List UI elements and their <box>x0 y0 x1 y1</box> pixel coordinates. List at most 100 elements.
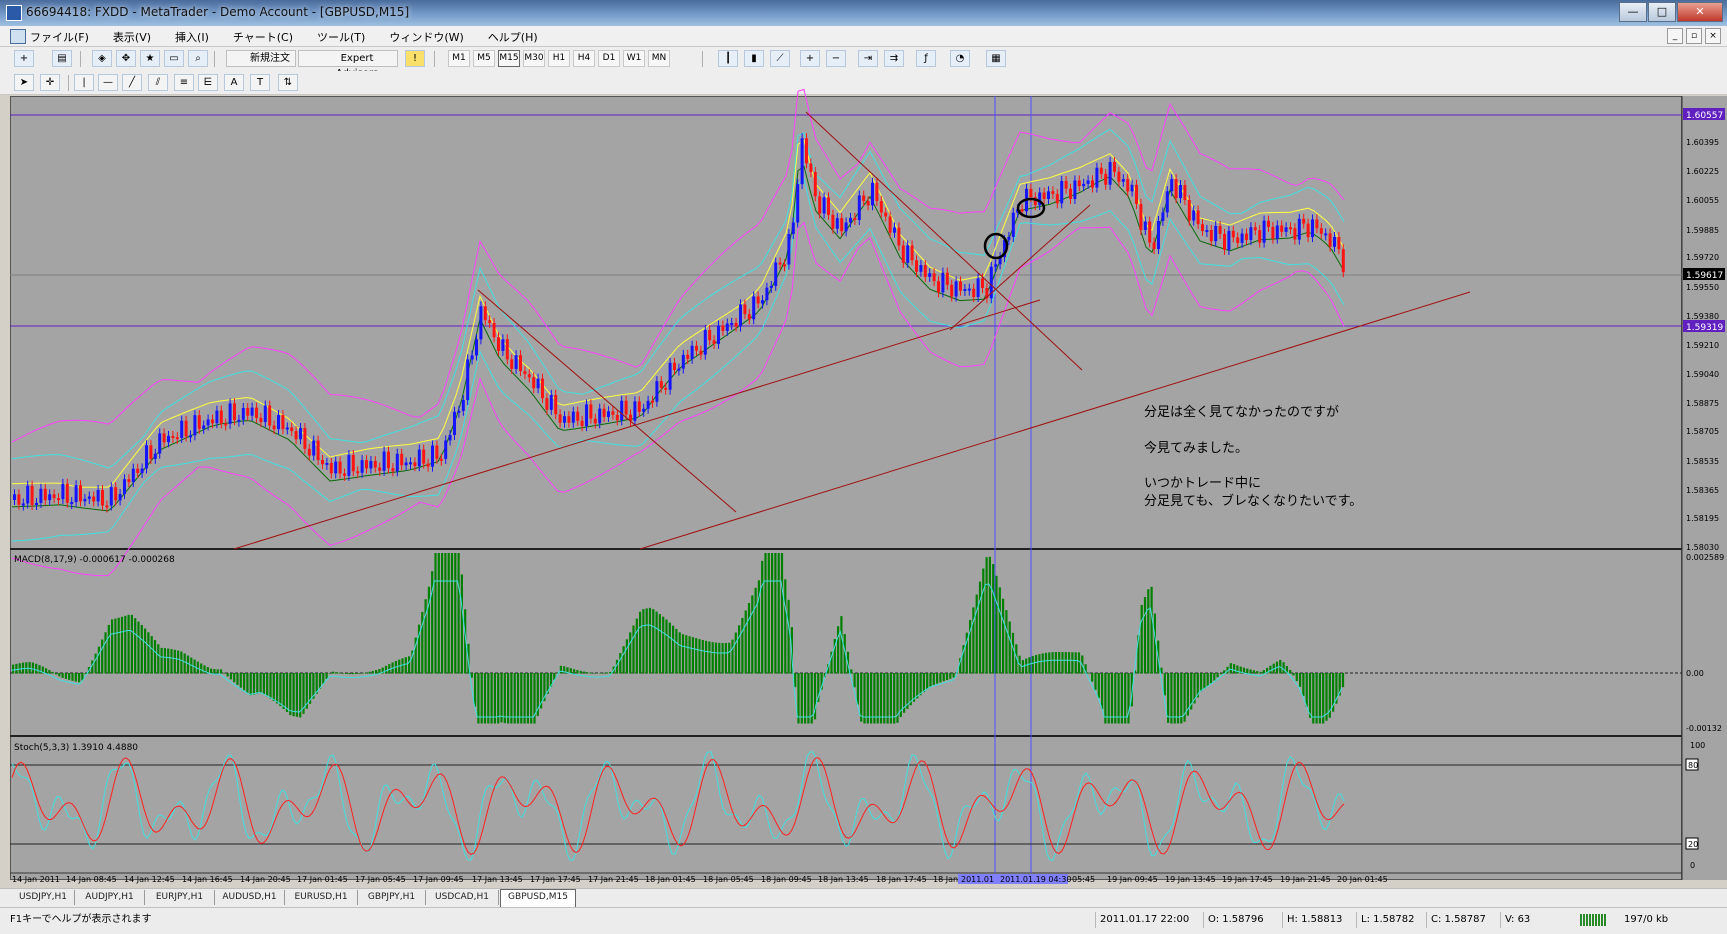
tf-h1-button[interactable]: H1 <box>548 50 570 67</box>
candle-body <box>1209 229 1213 242</box>
trendline-5[interactable] <box>949 204 1091 331</box>
annotation-line-1[interactable]: 分足は全く見てなかったのですが <box>1144 404 1339 420</box>
maximize-button[interactable]: □ <box>1648 2 1676 22</box>
data-window-icon[interactable]: ✥ <box>116 50 136 67</box>
crosshair-icon[interactable]: ✛ <box>40 74 60 91</box>
candle-body <box>1113 162 1116 172</box>
time-axis-label: 2011.01.19 04:30 <box>1000 875 1071 884</box>
annotation-line-2[interactable]: 今見てみました。 <box>1144 440 1248 456</box>
macd-bar <box>107 624 110 674</box>
terminal-icon[interactable]: ▭ <box>164 50 184 67</box>
line-chart-icon[interactable]: ⟋ <box>770 50 790 67</box>
cursor-icon[interactable]: ➤ <box>14 74 34 91</box>
macd-bar <box>549 673 553 687</box>
alert-icon[interactable]: ! <box>405 50 425 67</box>
candle-body <box>21 503 25 506</box>
menu-file[interactable]: ファイル(F) <box>30 31 89 44</box>
market-watch-icon[interactable]: ◈ <box>92 50 112 67</box>
tf-m15-button[interactable]: M15 <box>498 50 520 67</box>
tf-w1-button[interactable]: W1 <box>623 50 645 67</box>
autoscroll-icon[interactable]: ⇉ <box>884 50 904 67</box>
zoom-out-icon[interactable]: − <box>826 50 846 67</box>
macd-bar <box>1226 666 1229 674</box>
tab-gbpjpy[interactable]: GBPJPY,H1 <box>358 890 426 905</box>
candlestick-icon[interactable]: ▮ <box>744 50 764 67</box>
menu-window[interactable]: ウィンドウ(W) <box>389 31 464 44</box>
text-label-icon[interactable]: T <box>250 74 270 91</box>
trendline-2[interactable] <box>639 291 1471 550</box>
zoom-in-icon[interactable]: + <box>800 50 820 67</box>
macd-bar <box>962 645 965 674</box>
arrows-icon[interactable]: ⇅ <box>278 74 298 91</box>
minimize-button[interactable]: — <box>1619 2 1647 22</box>
tab-audjpy[interactable]: AUDJPY,H1 <box>75 890 145 905</box>
tab-audusd[interactable]: AUDUSD,H1 <box>215 890 285 905</box>
horizontal-line-icon[interactable]: — <box>98 74 118 91</box>
candle-body <box>378 467 382 471</box>
fibo-fan-icon[interactable]: ⋿ <box>198 74 218 91</box>
new-order-button[interactable]: 新規注文 <box>226 50 296 67</box>
profiles-icon[interactable]: ▤ <box>52 50 72 67</box>
trendline-4[interactable] <box>805 111 1083 371</box>
annotation-line-3[interactable]: いつかトレード中に <box>1144 476 1261 491</box>
candle-body <box>985 288 989 299</box>
trendline-3[interactable] <box>477 289 737 513</box>
tab-usdjpy[interactable]: USDJPY,H1 <box>12 890 75 905</box>
mdi-restore-button[interactable]: ▫ <box>1686 28 1702 44</box>
marker-circle-2[interactable] <box>1016 197 1046 219</box>
macd-bar <box>41 666 44 674</box>
tf-h4-button[interactable]: H4 <box>573 50 595 67</box>
document-icon[interactable] <box>10 29 26 44</box>
candle-body <box>65 483 69 503</box>
tab-eurjpy[interactable]: EURJPY,H1 <box>145 890 215 905</box>
candle-body <box>747 314 751 320</box>
periods-icon[interactable]: ◔ <box>950 50 970 67</box>
candle-body <box>409 462 412 465</box>
menu-insert[interactable]: 挿入(I) <box>175 31 209 44</box>
templates-icon[interactable]: ▦ <box>986 50 1006 67</box>
macd-bar <box>856 673 859 705</box>
tf-m30-button[interactable]: M30 <box>523 50 545 67</box>
bar-chart-icon[interactable]: ┃ <box>718 50 738 67</box>
tab-usdcad[interactable]: USDCAD,H1 <box>426 890 499 905</box>
macd-bar <box>375 669 378 674</box>
tab-eurusd[interactable]: EURUSD,H1 <box>285 890 358 905</box>
tf-mn-button[interactable]: MN <box>648 50 670 67</box>
navigator-icon[interactable]: ★ <box>140 50 160 67</box>
marker-circle-1[interactable] <box>983 232 1009 260</box>
annotation-line-4[interactable]: 分足見ても、ブレなくなりたいです。 <box>1144 493 1362 509</box>
mdi-close-button[interactable]: × <box>1705 28 1721 44</box>
menu-help[interactable]: ヘルプ(H) <box>487 31 538 44</box>
macd-bar <box>1295 673 1298 682</box>
strategy-tester-icon[interactable]: ⌕ <box>188 50 208 67</box>
menu-view[interactable]: 表示(V) <box>112 31 152 44</box>
candle-body <box>941 272 945 293</box>
tab-gbpusd[interactable]: GBPUSD,M15 <box>500 889 576 907</box>
text-icon[interactable]: A <box>224 74 244 91</box>
mdi-minimize-button[interactable]: _ <box>1667 28 1683 44</box>
macd-bar <box>137 621 140 674</box>
candle-body <box>976 278 980 298</box>
trendline-1[interactable] <box>233 299 1041 550</box>
candle-body <box>193 415 197 436</box>
connection-status-icon[interactable] <box>1580 914 1606 926</box>
tf-m5-button[interactable]: M5 <box>473 50 495 67</box>
tf-d1-button[interactable]: D1 <box>598 50 620 67</box>
macd-bar <box>289 673 292 716</box>
chart-shift-icon[interactable]: ⇥ <box>858 50 878 67</box>
candle-body <box>787 234 791 265</box>
macd-bar <box>800 673 803 724</box>
fibonacci-icon[interactable]: ≡ <box>174 74 194 91</box>
tf-m1-button[interactable]: M1 <box>448 50 470 67</box>
menu-tools[interactable]: ツール(T) <box>317 31 366 44</box>
new-chart-icon[interactable]: + <box>14 50 34 67</box>
indicators-icon[interactable]: ƒ <box>916 50 936 67</box>
macd-bar <box>153 640 157 674</box>
macd-bar <box>1101 673 1104 710</box>
trendline-icon[interactable]: ╱ <box>122 74 142 91</box>
channel-icon[interactable]: ⫽ <box>148 74 168 91</box>
menu-chart[interactable]: チャート(C) <box>232 31 294 44</box>
close-button[interactable]: ✕ <box>1677 2 1723 22</box>
vertical-line-icon[interactable]: | <box>74 74 94 91</box>
